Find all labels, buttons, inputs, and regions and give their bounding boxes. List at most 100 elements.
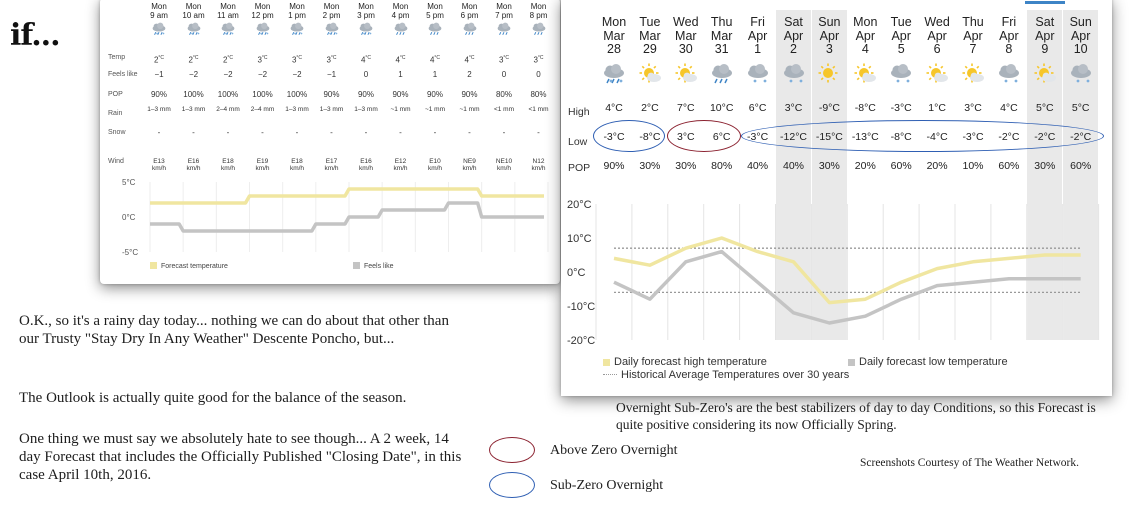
day-low: -8°C xyxy=(890,131,912,143)
hour-temp-value: 2 xyxy=(153,55,159,65)
day-column: Mon Mar 28 xyxy=(596,15,632,85)
day-month: Mar xyxy=(603,28,625,43)
legend-low: Daily forecast low temperature xyxy=(848,356,1008,368)
day-month: Apr xyxy=(1035,28,1055,43)
hour-time: 6 pm xyxy=(460,11,479,20)
day-low: 6°C xyxy=(712,131,731,143)
hour-column: Mon 12 pm xyxy=(246,2,280,36)
day-high: -9°C xyxy=(818,102,840,114)
hour-time: 5 pm xyxy=(426,11,444,20)
day-of-week: Sun xyxy=(1069,15,1092,29)
day-column: Thu Apr 7 xyxy=(955,15,991,85)
hour-wind: E16 km/h xyxy=(186,158,201,172)
hour-feels: −2 xyxy=(188,70,199,79)
hour-temp-value: 4 xyxy=(464,55,469,65)
hour-day: Mon xyxy=(461,2,478,11)
weekend-shade xyxy=(1027,204,1063,340)
hour-snow: - xyxy=(468,128,471,137)
day-pop: 40% xyxy=(747,160,769,172)
day-of-week: Fri xyxy=(1001,15,1017,29)
hour-temp: 3°C xyxy=(280,54,314,65)
hour-temp: 2°C xyxy=(177,54,211,65)
hour-feels: −2 xyxy=(223,70,233,79)
day-of-week: Fri xyxy=(750,15,765,29)
rain-icon xyxy=(711,63,732,83)
hour-rain: 1–3 mm xyxy=(319,106,344,113)
legend-high: Daily forecast high temperature xyxy=(603,356,767,368)
hour-column: Mon 10 am xyxy=(177,2,211,36)
selected-day-indicator xyxy=(1025,1,1065,4)
sub-zero-key-ellipse xyxy=(489,472,535,498)
hour-column: Mon 5 pm xyxy=(418,2,452,36)
sun-cloud-icon xyxy=(854,63,877,82)
row-label-temp: Temp xyxy=(108,54,126,61)
credit-line: Screenshots Courtesy of The Weather Netw… xyxy=(860,457,1080,469)
legend-historical: Historical Average Temperatures over 30 … xyxy=(603,369,849,381)
hour-snow: - xyxy=(192,128,195,137)
hour-snow: - xyxy=(399,128,402,137)
rain-snow-icon xyxy=(325,22,338,35)
day-high: 10°C xyxy=(709,102,734,114)
day-month: Mar xyxy=(675,28,697,43)
paragraph-closing-date: One thing we must say we absolutely hate… xyxy=(19,431,462,483)
day-date: 1 xyxy=(754,42,762,56)
day-date: 9 xyxy=(1041,42,1049,56)
hour-temp-unit: °C xyxy=(503,55,510,61)
day-high: 2°C xyxy=(641,102,659,114)
hour-temp-value: 3 xyxy=(533,55,538,65)
day-month: Apr xyxy=(855,28,876,43)
hour-pop: 90% xyxy=(150,90,167,99)
row-label-rain: Rain xyxy=(108,110,123,117)
hour-temp-value: 4 xyxy=(429,55,435,65)
day-month: Apr xyxy=(999,28,1019,43)
row-label-feels: Feels like xyxy=(108,71,138,78)
hour-column: Mon 2 pm xyxy=(315,2,349,36)
y-tick-label: 0°C xyxy=(122,213,136,222)
hour-temp-value: 2 xyxy=(222,55,228,65)
day-of-week: Wed xyxy=(924,15,950,29)
day-low: -3°C xyxy=(747,131,769,143)
hour-column: Mon 6 pm xyxy=(453,2,487,36)
hour-temp-unit: °C xyxy=(434,55,441,61)
day-high: 4°C xyxy=(1000,102,1018,114)
day-high: 5°C xyxy=(1035,102,1054,114)
hour-column: Mon 8 pm xyxy=(522,2,556,36)
hour-temp: 2°C xyxy=(142,54,176,65)
above-zero-key-label: Above Zero Overnight xyxy=(550,443,678,458)
day-low: -4°C xyxy=(926,131,948,143)
hour-wind: E17 km/h xyxy=(324,158,339,172)
rain-snow-icon xyxy=(187,22,200,35)
day-of-week: Tue xyxy=(639,15,661,29)
hour-temp: 3°C xyxy=(487,54,521,65)
day-low: -2°C xyxy=(1034,131,1056,143)
weekend-shade xyxy=(776,204,811,340)
day-month: Apr xyxy=(783,28,804,43)
day-pop: 30% xyxy=(818,160,840,172)
snow-icon xyxy=(998,63,1019,82)
rain-icon xyxy=(428,22,442,35)
hour-rain: 1–3 mm xyxy=(181,106,206,113)
hour-temp-value: 3 xyxy=(291,55,297,65)
day-month: Apr xyxy=(927,28,947,43)
row-label-low: Low xyxy=(568,136,588,148)
hour-time: 3 pm xyxy=(357,11,375,20)
weekend-shade xyxy=(811,204,847,340)
hour-day: Mon xyxy=(151,2,167,11)
hour-snow: - xyxy=(261,128,264,137)
hour-temp-value: 3 xyxy=(498,55,504,65)
paragraph-rainy-day: O.K., so it's a rainy day today... nothi… xyxy=(19,313,449,347)
hour-wind: E16 km/h xyxy=(358,158,374,172)
hour-temp-unit: °C xyxy=(399,55,406,61)
day-low: 3°C xyxy=(676,131,695,143)
hour-feels: 2 xyxy=(467,70,472,79)
series-line xyxy=(613,236,1081,305)
hour-temp: 4°C xyxy=(418,54,452,65)
hour-pop: 100% xyxy=(286,90,308,99)
hour-pop: 80% xyxy=(495,90,512,99)
weekend-shade xyxy=(811,10,847,206)
day-date: 3 xyxy=(825,42,833,56)
day-month: Apr xyxy=(891,28,911,43)
rain-snow-icon xyxy=(290,22,304,35)
hour-temp: 4°C xyxy=(384,54,418,65)
hour-time: 1 pm xyxy=(288,11,306,20)
